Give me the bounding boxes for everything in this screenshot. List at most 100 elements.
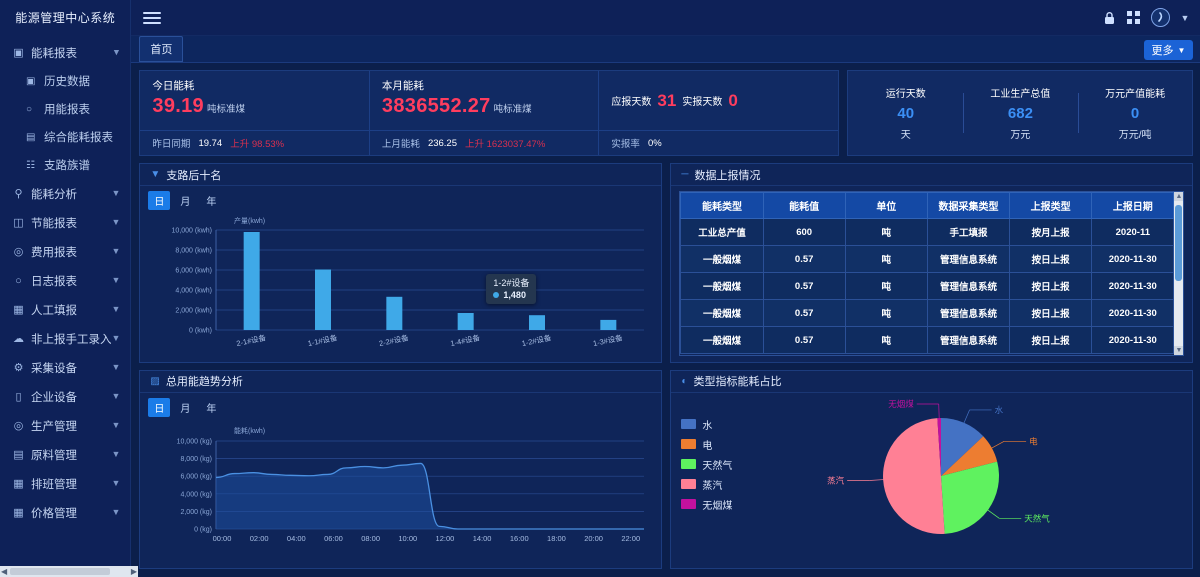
seg-month[interactable]: 月 (180, 403, 191, 415)
scrollbar-thumb[interactable] (1175, 205, 1183, 281)
scrollbar-thumb[interactable] (10, 568, 110, 575)
apps-grid-icon[interactable] (1126, 11, 1140, 24)
table-row[interactable]: 一般烟煤 0.57 吨管理信息系统 按日上报 2020-11-30 (680, 299, 1175, 327)
svg-text:6,000 (kg): 6,000 (kg) (181, 473, 213, 480)
avatar[interactable] (1150, 8, 1170, 27)
sidebar-item-energy-analysis[interactable]: ⚲ 能耗分析 ▼ (0, 179, 130, 208)
mobile-icon: ▯ (15, 391, 22, 403)
kpi-bottom-row: 昨日同期 19.74 上升 98.53% 上月能耗 236.25 上升 1623… (140, 130, 839, 155)
sidebar-item-label: 采集设备 (31, 362, 77, 375)
table-vertical-scrollbar[interactable]: ▲ ▼ (1174, 192, 1184, 355)
table-row[interactable]: 一般烟煤 0.57 吨管理信息系统 按日上报 2020-11-30 (680, 272, 1175, 300)
sidebar-item-price-management[interactable]: ▦ 价格管理 ▼ (0, 498, 130, 527)
calendar-icon: ▣ (26, 75, 36, 87)
seg-year[interactable]: 年 (206, 197, 217, 208)
kpi-report-rate: 实报率 0% (598, 131, 838, 155)
sidebar-menu: ▣ 能耗报表 ▲ ▣ 历史数据 ○ 用能报表 ▤ 综合能耗报表 ☷ 支路族谱 ⚲ (0, 36, 130, 577)
chevron-down-icon[interactable]: ▼ (1180, 12, 1190, 23)
panels-row-top: ▼ 支路后十名 日 月 年 产量(kwh) 0 (kwh) 2,000 (kwh) 4… (139, 163, 1194, 363)
chart-card-icon: ▤ (26, 131, 36, 143)
seg-day[interactable]: 日 (148, 397, 171, 417)
seg-month[interactable]: 月 (180, 197, 191, 208)
funnel-icon: ▼ (150, 169, 161, 180)
sidebar-item-log-report[interactable]: ○ 日志报表 ▼ (0, 266, 130, 295)
main-area: ▼ 首页 更多 ▼ 今日能耗 39.19 吨标准煤 (131, 0, 1200, 577)
table-row[interactable]: 一般烟煤 0.57 吨管理信息系统 按日上报 2020-11-30 (680, 245, 1175, 273)
topbar-icons: ▼ (1103, 8, 1190, 27)
sidebar-item-enterprise-device[interactable]: ▯ 企业设备 ▼ (0, 382, 130, 411)
sidebar-item-non-report-manual[interactable]: ☁ 非上报手工录入 ▼ (0, 324, 130, 353)
col-unit[interactable]: 单位 (844, 192, 928, 219)
kpi-month-compare-label: 上月能耗 (381, 139, 420, 150)
col-report-date[interactable]: 上报日期 (1091, 192, 1175, 219)
metric-value: 40 (897, 105, 915, 122)
kpi-month-trend: 上升 1623037.47% (465, 139, 546, 150)
report-table: 能耗类型 能耗值 单位 数据采集类型 上报类型 上报日期 工业总 (680, 192, 1175, 354)
col-energy-value[interactable]: 能耗值 (762, 192, 846, 219)
legend-item[interactable]: 电 (681, 437, 732, 452)
svg-text:电: 电 (1030, 436, 1039, 446)
svg-text:1-4#设备: 1-4#设备 (450, 332, 482, 348)
svg-text:8,000 (kwh): 8,000 (kwh) (176, 248, 213, 255)
chevron-down-icon: ▼ (111, 303, 121, 314)
table-cell: 管理信息系统 (926, 272, 1011, 300)
seg-day[interactable]: 日 (148, 191, 171, 210)
legend-swatch (681, 419, 697, 429)
tab-home[interactable]: 首页 (139, 36, 184, 62)
more-button[interactable]: 更多 ▼ (1143, 40, 1194, 60)
kpi-today: 今日能耗 39.19 吨标准煤 (140, 71, 369, 130)
kpi-due-label: 应报天数 (611, 97, 652, 108)
sidebar-item-branch-tree[interactable]: ☷ 支路族谱 (0, 151, 130, 179)
table-cell: 管理信息系统 (926, 245, 1011, 273)
sidebar-horizontal-scrollbar[interactable]: ◀ ▶ (0, 566, 138, 577)
sidebar-item-manual-entry[interactable]: ▦ 人工填报 ▼ (0, 295, 130, 324)
sidebar-item-shift-management[interactable]: ▦ 排班管理 ▼ (0, 469, 130, 498)
chevron-down-icon: ▼ (111, 448, 121, 459)
svg-text:水: 水 (995, 404, 1004, 414)
table-cell: 管理信息系统 (926, 299, 1011, 327)
seg-year[interactable]: 年 (206, 403, 217, 415)
kpi-today-value: 39.19 (152, 95, 204, 117)
scroll-down-arrow-icon[interactable]: ▼ (1174, 345, 1184, 355)
legend-item[interactable]: 无烟煤 (681, 497, 732, 512)
sidebar-item-history-data[interactable]: ▣ 历史数据 (0, 67, 130, 95)
sidebar-item-saving-report[interactable]: ◫ 节能报表 ▼ (0, 208, 130, 237)
sidebar-item-comprehensive-report[interactable]: ▤ 综合能耗报表 (0, 123, 130, 151)
sidebar-item-material-management[interactable]: ▤ 原料管理 ▼ (0, 440, 130, 469)
col-report-type[interactable]: 上报类型 (1009, 192, 1093, 219)
svg-text:8,000 (kg): 8,000 (kg) (181, 456, 213, 463)
hamburger-icon[interactable] (141, 7, 163, 29)
legend-swatch (681, 459, 697, 469)
legend-swatch (681, 499, 697, 509)
table-row[interactable]: 工业总产值 600 吨手工填报 按月上报 2020-11 (680, 218, 1175, 246)
chevron-down-icon: ▼ (111, 390, 121, 401)
table-row[interactable]: 一般烟煤 0.57 吨管理信息系统 按日上报 2020-11-30 (680, 326, 1175, 354)
scroll-up-arrow-icon[interactable]: ▲ (1174, 192, 1184, 201)
col-collection-type[interactable]: 数据采集类型 (926, 192, 1011, 219)
svg-text:10:00: 10:00 (399, 534, 418, 543)
legend-item[interactable]: 水 (681, 417, 732, 432)
sidebar-item-energy-report[interactable]: ▣ 能耗报表 ▲ (0, 38, 130, 67)
sidebar-item-production-management[interactable]: ◎ 生产管理 ▼ (0, 411, 130, 440)
sidebar-item-fee-report[interactable]: ◎ 费用报表 ▼ (0, 237, 130, 266)
sidebar-item-usage-report[interactable]: ○ 用能报表 (0, 95, 130, 123)
svg-text:22:00: 22:00 (622, 534, 641, 543)
scroll-left-arrow-icon[interactable]: ◀ (1, 567, 8, 576)
scroll-right-arrow-icon[interactable]: ▶ (130, 567, 137, 576)
table-cell: 按月上报 (1009, 218, 1093, 246)
legend-item[interactable]: 蒸汽 (681, 477, 732, 492)
sidebar-item-label: 人工填报 (31, 304, 77, 317)
chevron-down-icon: ▼ (111, 361, 121, 372)
lock-icon[interactable] (1103, 11, 1116, 25)
col-energy-type[interactable]: 能耗类型 (680, 192, 764, 219)
sidebar-item-collection-device[interactable]: ⚙ 采集设备 ▼ (0, 353, 130, 382)
panel-type-energy-ratio: ◐ 类型指标能耗占比 水电天然气 蒸汽 无烟煤 水电天然气 蒸汽 无烟煤 (670, 369, 1194, 569)
kpi-month-compare-value: 236.25 (427, 137, 457, 149)
svg-text:10,000 (kwh): 10,000 (kwh) (172, 228, 212, 235)
book-icon: ▤ (13, 449, 24, 461)
legend-item[interactable]: 天然气 (681, 457, 732, 472)
panels-row-bottom: ▨ 总用能趋势分析 日 月 年 能耗(kwh) 0 (kg) 2,000 (kg) 4… (139, 369, 1194, 569)
sidebar-item-label: 生产管理 (31, 420, 77, 433)
table-cell: 吨 (844, 245, 928, 273)
